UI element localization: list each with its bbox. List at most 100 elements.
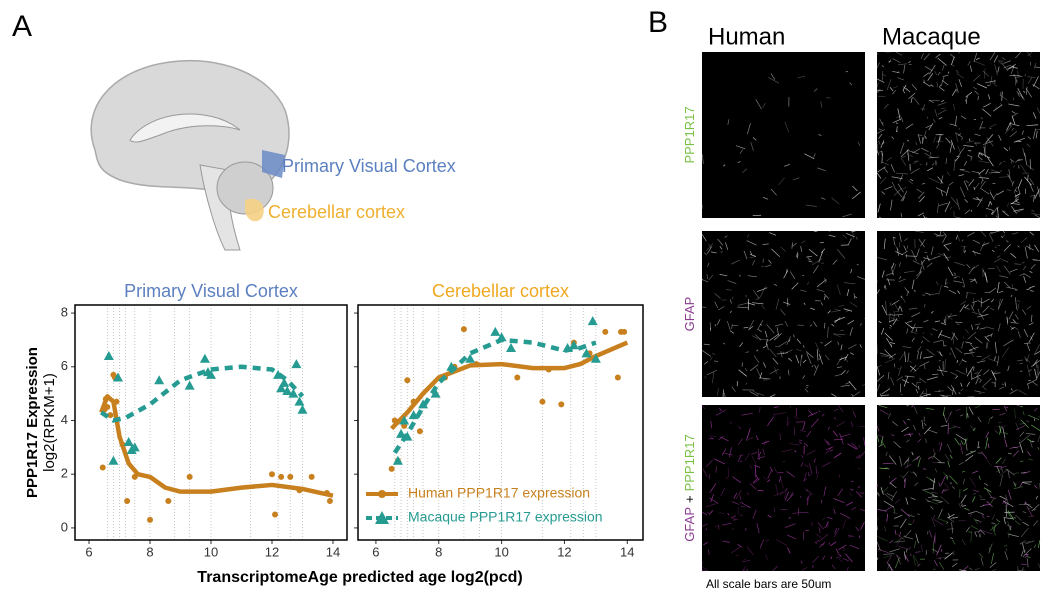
- texture: [968, 266, 975, 275]
- texture: [899, 518, 907, 529]
- point: [154, 375, 165, 385]
- texture: [940, 189, 943, 197]
- texture: [852, 410, 857, 418]
- texture: [891, 262, 895, 268]
- texture: [922, 336, 931, 343]
- brain-label: Primary Visual Cortex: [282, 156, 456, 176]
- texture: [960, 494, 967, 504]
- texture: [1019, 431, 1025, 437]
- texture: [724, 235, 728, 238]
- texture: [824, 322, 826, 329]
- point: [465, 353, 476, 363]
- texture: [991, 514, 996, 521]
- texture: [923, 72, 930, 78]
- texture: [780, 309, 786, 316]
- texture: [1008, 311, 1014, 320]
- texture: [932, 452, 936, 459]
- texture: [930, 333, 933, 336]
- texture: [1029, 440, 1033, 448]
- texture: [715, 409, 727, 416]
- texture: [941, 65, 945, 71]
- texture: [859, 492, 865, 494]
- texture: [938, 561, 945, 570]
- texture: [965, 450, 977, 456]
- texture: [1007, 468, 1010, 479]
- texture: [820, 101, 823, 108]
- texture: [801, 240, 806, 244]
- texture: [993, 79, 996, 84]
- texture: [996, 265, 1001, 273]
- fit-line: [99, 364, 305, 423]
- texture: [788, 339, 791, 342]
- texture: [714, 524, 720, 528]
- texture: [929, 64, 936, 75]
- texture: [1016, 300, 1021, 302]
- texture: [955, 369, 966, 375]
- texture: [1002, 210, 1009, 217]
- texture: [978, 310, 985, 320]
- texture: [860, 521, 865, 530]
- texture: [906, 245, 909, 249]
- texture: [849, 544, 860, 550]
- texture: [722, 522, 732, 526]
- texture: [1034, 344, 1040, 355]
- texture: [859, 344, 862, 348]
- texture: [807, 257, 811, 261]
- texture: [788, 357, 791, 361]
- texture: [937, 369, 948, 373]
- texture: [818, 533, 829, 542]
- plot-frame: [74, 304, 348, 541]
- texture: [731, 501, 740, 505]
- texture: [787, 547, 791, 554]
- note: All scale bars are 50um: [706, 577, 831, 591]
- texture: [955, 115, 957, 126]
- texture: [950, 371, 958, 376]
- texture: [850, 488, 854, 491]
- texture: [917, 563, 921, 567]
- texture: [890, 164, 895, 173]
- texture: [926, 262, 933, 268]
- texture: [1019, 539, 1026, 545]
- texture: [897, 305, 901, 311]
- texture: [985, 214, 987, 217]
- texture: [998, 298, 1004, 309]
- texture: [898, 278, 906, 283]
- texture: [989, 127, 992, 130]
- texture: [1028, 322, 1034, 326]
- texture: [852, 231, 854, 239]
- texture: [923, 356, 933, 359]
- texture: [881, 65, 884, 68]
- texture: [940, 175, 944, 185]
- texture: [1008, 169, 1011, 179]
- texture: [1007, 365, 1010, 371]
- texture: [1027, 51, 1033, 57]
- texture: [928, 156, 940, 159]
- texture: [977, 95, 979, 101]
- texture: [972, 489, 979, 493]
- texture: [902, 196, 905, 202]
- texture: [924, 216, 928, 219]
- texture: [876, 344, 879, 354]
- texture: [943, 244, 950, 251]
- texture: [954, 261, 965, 266]
- texture: [766, 479, 771, 483]
- texture: [886, 513, 889, 522]
- texture: [908, 432, 912, 438]
- texture: [935, 281, 939, 286]
- point: [408, 410, 419, 420]
- texture: [937, 176, 944, 184]
- texture: [1003, 339, 1014, 347]
- texture: [761, 440, 770, 445]
- brain-illustration: [90, 59, 290, 251]
- texture: [954, 437, 960, 446]
- legend-marker: [375, 511, 389, 524]
- texture: [730, 310, 732, 313]
- texture: [800, 354, 803, 367]
- texture: [804, 388, 809, 393]
- texture: [1026, 288, 1031, 290]
- texture: [988, 543, 993, 554]
- texture: [978, 177, 990, 179]
- texture: [715, 466, 717, 473]
- texture: [967, 395, 975, 398]
- texture: [729, 447, 732, 458]
